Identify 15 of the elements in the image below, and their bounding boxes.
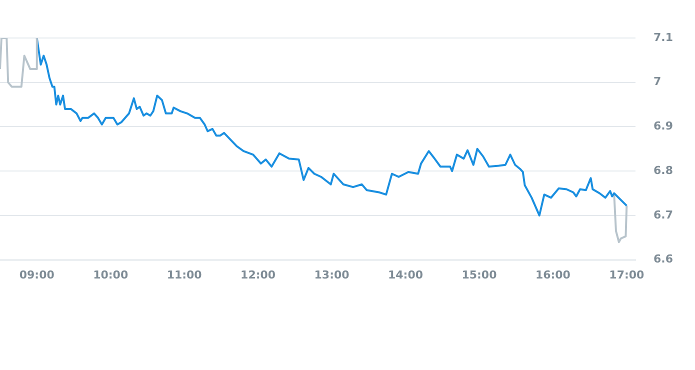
x-tick-label: 17:00 [609, 268, 645, 282]
y-tick-label: 7.1 [654, 30, 674, 44]
y-tick-label: 6.7 [654, 208, 674, 222]
y-tick-label: 6.9 [654, 120, 674, 133]
x-tick-label: 12:00 [240, 268, 276, 282]
y-tick-label: 7 [654, 75, 662, 88]
x-tick-label: 09:00 [19, 268, 55, 282]
x-tick-label: 16:00 [535, 268, 571, 282]
y-tick-label: 6.8 [654, 164, 674, 177]
y-tick-label: 6.6 [654, 252, 674, 266]
x-tick-label: 14:00 [388, 268, 424, 282]
x-tick-label: 15:00 [462, 268, 498, 282]
x-tick-label: 13:00 [314, 268, 350, 282]
x-tick-label: 10:00 [93, 268, 128, 282]
x-tick-label: 11:00 [166, 268, 202, 282]
